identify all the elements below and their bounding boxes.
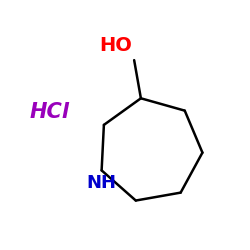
Text: HO: HO xyxy=(99,36,132,55)
Text: HCl: HCl xyxy=(30,102,70,122)
Text: NH: NH xyxy=(86,174,117,192)
